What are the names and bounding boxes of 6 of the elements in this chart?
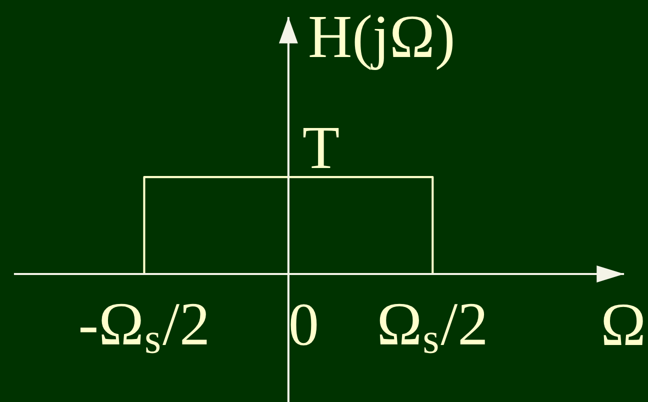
x-tick-label: -Ω$_{s}$/2 (80, 304, 207, 354)
x-tick-label: 0 (290, 304, 317, 346)
x-axis-title: Ω (604, 304, 643, 345)
x-tick-label: Ω$_{s}$/2 (380, 304, 485, 354)
y-axis-title: H(jΩ) (310, 14, 453, 70)
annotation: T (303, 128, 339, 168)
